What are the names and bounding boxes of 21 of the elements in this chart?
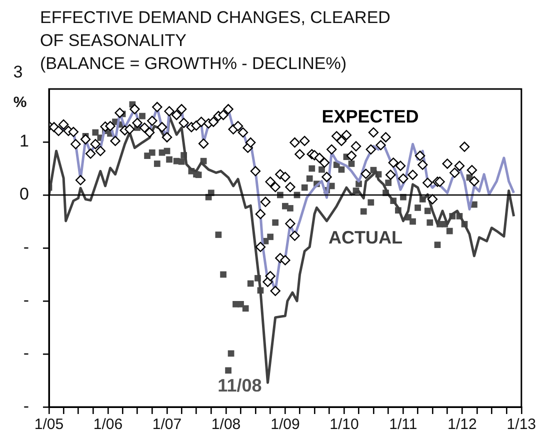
x-tick-label: 1/12 <box>448 416 477 434</box>
y-tick-label: - <box>23 290 29 310</box>
series-label: ACTUAL <box>328 227 403 248</box>
x-tick-label: 1/08 <box>211 416 241 434</box>
x-tick-label: 1/07 <box>152 416 182 434</box>
y-tick-label: - <box>23 396 29 416</box>
y-tick-label: 1 <box>20 132 29 151</box>
x-tick-label: 1/13 <box>506 416 536 434</box>
x-tick-label: 1/11 <box>389 416 418 434</box>
y-axis-title: % <box>13 94 27 112</box>
x-tick-label: 1/09 <box>270 416 300 434</box>
x-tick-label: 1/05 <box>34 416 64 434</box>
x-tick-label: 1/06 <box>93 416 123 434</box>
chart-title: EFFECTIVE DEMAND CHANGES, CLEARED OF SEASONALITY (BALANCE = GROWTH% - DECLINE%) <box>40 7 390 75</box>
y-tick-label: 0 <box>20 184 29 204</box>
annotation: 11/08 <box>218 376 262 396</box>
text: 3 <box>13 62 23 82</box>
x-tick-label: 1/10 <box>330 416 359 434</box>
y-tick-label: - <box>23 344 29 363</box>
series-label: EXPECTED <box>322 106 419 127</box>
y-tick-label: - <box>23 238 29 257</box>
